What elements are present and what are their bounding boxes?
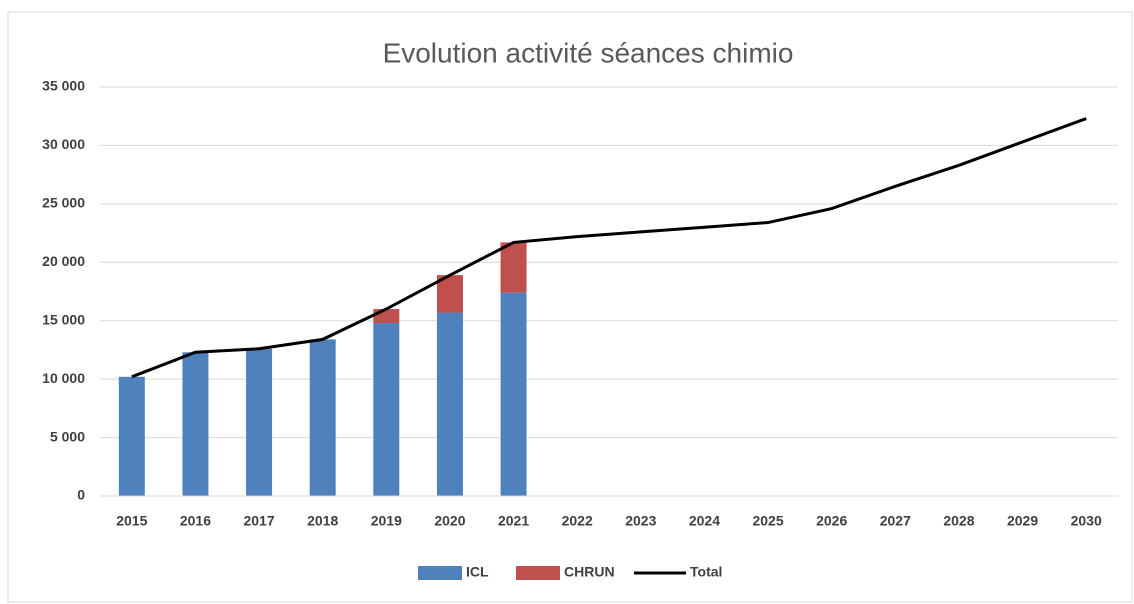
line xyxy=(131,117,1087,379)
legend-label: CHRUN xyxy=(564,564,615,580)
x-tick-label: 2026 xyxy=(816,513,847,529)
bar xyxy=(182,352,209,496)
y-tick-label: 35 000 xyxy=(42,78,85,94)
bar xyxy=(246,348,273,496)
x-tick-label: 2017 xyxy=(243,513,274,529)
y-tick-label: 25 000 xyxy=(42,195,85,211)
legend-swatch xyxy=(516,566,560,580)
y-tick-label: 0 xyxy=(77,487,85,503)
x-tick-label: 2022 xyxy=(562,513,593,529)
y-tick-label: 20 000 xyxy=(42,253,85,269)
x-tick-label: 2030 xyxy=(1071,513,1102,529)
legend-swatch xyxy=(418,566,462,580)
chart-border xyxy=(7,11,1133,603)
y-tick-label: 15 000 xyxy=(42,311,85,327)
x-tick-label: 2025 xyxy=(752,513,783,529)
y-tick-label: 5 000 xyxy=(50,428,85,444)
bar xyxy=(373,309,400,324)
bar xyxy=(500,292,527,496)
x-tick-label: 2020 xyxy=(434,513,465,529)
x-tick-label: 2024 xyxy=(689,513,720,529)
legend-label: Total xyxy=(690,564,722,580)
x-tick-label: 2018 xyxy=(307,513,338,529)
chart-title: Evolution activité séances chimio xyxy=(383,37,794,68)
bar xyxy=(500,242,527,293)
x-tick-label: 2029 xyxy=(1007,513,1038,529)
bar xyxy=(118,376,145,496)
x-tick-label: 2016 xyxy=(180,513,211,529)
bar xyxy=(373,323,400,496)
x-tick-label: 2023 xyxy=(625,513,656,529)
y-tick-label: 10 000 xyxy=(42,370,85,386)
x-tick-label: 2021 xyxy=(498,513,529,529)
legend-label: ICL xyxy=(466,564,489,580)
x-tick-label: 2027 xyxy=(880,513,911,529)
bar xyxy=(436,312,463,496)
x-tick-label: 2015 xyxy=(116,513,147,529)
x-tick-label: 2019 xyxy=(371,513,402,529)
y-tick-label: 30 000 xyxy=(42,136,85,152)
x-tick-label: 2028 xyxy=(943,513,974,529)
bar xyxy=(309,339,336,496)
